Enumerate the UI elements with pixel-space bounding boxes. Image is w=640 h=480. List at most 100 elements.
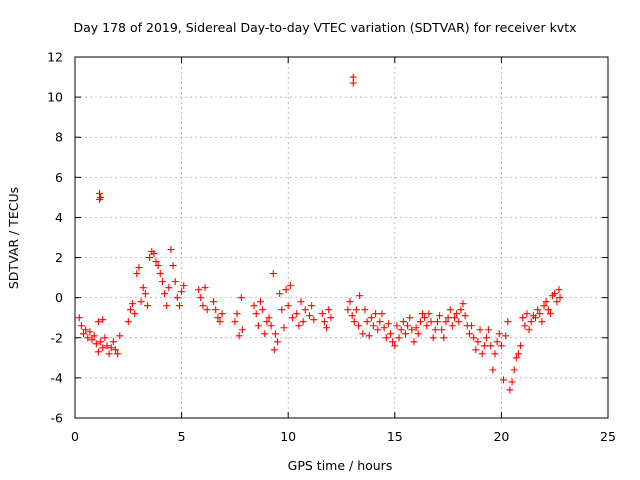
data-point <box>318 310 326 318</box>
data-point <box>468 322 476 330</box>
data-point <box>423 322 431 330</box>
data-point <box>506 386 514 394</box>
data-point <box>146 254 154 262</box>
data-point <box>158 278 166 286</box>
data-point <box>284 302 292 310</box>
data-point <box>175 302 183 310</box>
data-point <box>387 330 395 338</box>
data-point <box>94 348 102 356</box>
data-point <box>421 314 429 322</box>
data-point <box>210 298 218 306</box>
data-point <box>442 318 450 326</box>
data-point <box>86 328 94 336</box>
data-point <box>156 270 164 278</box>
data-point <box>355 322 363 330</box>
data-point <box>514 350 522 358</box>
data-point <box>139 284 147 292</box>
data-point <box>212 306 220 314</box>
data-point <box>320 318 328 326</box>
data-point <box>495 330 503 338</box>
data-point <box>154 262 162 270</box>
data-point <box>551 290 559 298</box>
data-point <box>352 306 360 314</box>
data-point <box>502 332 510 340</box>
data-point <box>254 322 262 330</box>
y-tick-label: 10 <box>47 90 63 105</box>
data-point <box>444 314 452 322</box>
data-point <box>534 306 542 314</box>
data-point <box>105 350 113 358</box>
data-point <box>75 314 83 322</box>
data-point <box>201 284 209 292</box>
data-point <box>401 330 409 338</box>
data-point <box>237 294 245 302</box>
data-point <box>433 318 441 326</box>
data-point <box>126 306 134 314</box>
data-point <box>523 310 531 318</box>
data-point <box>412 324 420 332</box>
x-tick-label: 5 <box>178 429 186 444</box>
data-point <box>238 326 246 334</box>
data-point <box>310 316 318 324</box>
data-point <box>404 322 412 330</box>
data-point <box>427 318 435 326</box>
data-point <box>231 318 239 326</box>
data-point <box>282 286 290 294</box>
data-point <box>406 314 414 322</box>
data-point <box>344 306 352 314</box>
data-point <box>378 310 386 318</box>
data-point <box>178 288 186 296</box>
data-point <box>440 334 448 342</box>
data-point <box>256 298 264 306</box>
y-axis-label: SDTVAR / TECUs <box>6 187 21 289</box>
data-point <box>131 310 139 318</box>
data-point <box>363 318 371 326</box>
data-point <box>374 326 382 334</box>
data-point <box>512 354 520 362</box>
data-series <box>75 73 564 394</box>
data-point <box>359 330 367 338</box>
data-point <box>99 344 107 352</box>
data-point <box>389 338 397 346</box>
data-point <box>150 250 158 258</box>
data-point <box>77 322 85 330</box>
data-point <box>92 340 100 348</box>
data-point <box>203 306 211 314</box>
data-point <box>233 310 241 318</box>
plot-frame <box>74 56 609 419</box>
data-point <box>96 189 104 197</box>
data-point <box>274 338 282 346</box>
data-point <box>261 330 269 338</box>
data-point <box>129 300 137 308</box>
data-point <box>361 306 369 314</box>
data-point <box>286 282 294 290</box>
data-point <box>306 312 314 320</box>
x-tick-label: 25 <box>600 429 616 444</box>
data-point <box>438 326 446 334</box>
data-point <box>380 324 388 332</box>
data-point <box>497 342 505 350</box>
data-point <box>397 326 405 334</box>
data-point <box>276 290 284 298</box>
data-point <box>137 298 145 306</box>
data-point <box>517 342 525 350</box>
data-point <box>235 332 243 340</box>
data-point <box>540 302 548 310</box>
data-point <box>103 342 111 350</box>
data-point <box>267 322 275 330</box>
data-point <box>399 318 407 326</box>
data-point <box>216 318 224 326</box>
data-point <box>297 298 305 306</box>
data-point <box>114 350 122 358</box>
data-point <box>408 326 416 334</box>
data-point <box>143 302 151 310</box>
data-point <box>410 338 418 346</box>
data-point <box>199 302 207 310</box>
data-point <box>448 322 456 330</box>
data-point <box>152 258 160 266</box>
data-point <box>461 312 469 320</box>
data-point <box>173 294 181 302</box>
data-point <box>431 326 439 334</box>
data-point <box>349 79 357 87</box>
y-tick-label: -6 <box>51 411 64 426</box>
